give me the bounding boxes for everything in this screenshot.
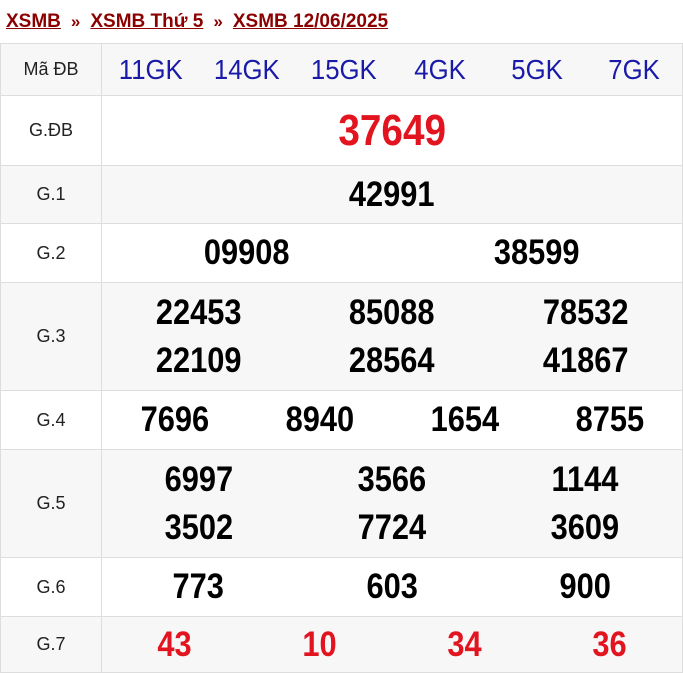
row-g7: G.7 43 10 34 36 bbox=[0, 616, 683, 673]
prize-number: 603 bbox=[366, 567, 418, 606]
prize-number: 7724 bbox=[357, 507, 427, 547]
row-label: G.5 bbox=[0, 449, 102, 558]
breadcrumb-xsmb[interactable]: XSMB bbox=[6, 10, 61, 32]
breadcrumb: XSMB » XSMB Thứ 5 » XSMB 12/06/2025 bbox=[0, 0, 683, 43]
breadcrumb-separator: » bbox=[213, 11, 223, 31]
prize-number: 85088 bbox=[349, 292, 435, 332]
row-label: G.ĐB bbox=[0, 95, 102, 166]
prize-number: 773 bbox=[172, 567, 225, 606]
results-table: Mã ĐB 11GK 14GK 15GK 4GK 5GK 7GK G.ĐB 37… bbox=[0, 43, 683, 673]
prize-number: 8940 bbox=[285, 400, 354, 439]
row-g5: G.5 6997 3566 1144 3502 7724 3609 bbox=[0, 449, 683, 558]
row-label: G.3 bbox=[0, 282, 102, 391]
prize-number: 1144 bbox=[551, 459, 619, 499]
prize-number: 7696 bbox=[140, 400, 209, 439]
prize-number: 36 bbox=[592, 624, 627, 664]
row-label: G.2 bbox=[0, 223, 102, 283]
code: 11GK bbox=[118, 53, 183, 85]
code: 14GK bbox=[214, 53, 280, 85]
row-label: G.6 bbox=[0, 557, 102, 617]
prize-number: 3609 bbox=[551, 507, 620, 547]
prize-number: 43 bbox=[157, 624, 192, 664]
row-label: G.7 bbox=[0, 616, 102, 673]
row-ma-db: Mã ĐB 11GK 14GK 15GK 4GK 5GK 7GK bbox=[0, 43, 683, 96]
row-label: Mã ĐB bbox=[0, 43, 102, 96]
prize-number: 1654 bbox=[430, 400, 499, 439]
code: 7GK bbox=[607, 53, 660, 85]
prize-number: 6997 bbox=[164, 459, 233, 499]
special-prize-number: 37649 bbox=[338, 105, 446, 155]
prize-number: 8755 bbox=[575, 400, 644, 439]
special-codes: 11GK 14GK 15GK 4GK 5GK 7GK bbox=[102, 54, 682, 86]
code: 5GK bbox=[511, 53, 563, 85]
row-g6: G.6 773 603 900 bbox=[0, 557, 683, 617]
row-label: G.4 bbox=[0, 390, 102, 450]
row-g1: G.1 42991 bbox=[0, 165, 683, 224]
row-g2: G.2 09908 38599 bbox=[0, 223, 683, 283]
code: 4GK bbox=[414, 53, 467, 85]
breadcrumb-separator: » bbox=[70, 11, 81, 31]
prize-number: 09908 bbox=[204, 233, 290, 272]
prize-number: 10 bbox=[302, 624, 337, 664]
prize-number: 3502 bbox=[164, 507, 233, 547]
row-g4: G.4 7696 8940 1654 8755 bbox=[0, 390, 683, 450]
prize-number: 28564 bbox=[349, 340, 435, 380]
prize-number: 22453 bbox=[155, 292, 242, 332]
prize-number: 42991 bbox=[349, 174, 435, 214]
prize-number: 78532 bbox=[542, 292, 629, 332]
prize-number: 34 bbox=[447, 624, 482, 664]
row-label: G.1 bbox=[0, 165, 102, 224]
code: 15GK bbox=[310, 53, 377, 85]
row-g-db: G.ĐB 37649 bbox=[0, 95, 683, 166]
prize-number: 38599 bbox=[494, 233, 580, 272]
prize-number: 900 bbox=[559, 567, 612, 606]
breadcrumb-xsmb-thu-5[interactable]: XSMB Thứ 5 bbox=[90, 10, 204, 32]
row-g3: G.3 22453 85088 78532 22109 28564 41867 bbox=[0, 282, 683, 391]
prize-number: 41867 bbox=[542, 340, 629, 380]
prize-number: 3566 bbox=[357, 459, 427, 499]
prize-number: 22109 bbox=[155, 340, 242, 380]
breadcrumb-xsmb-date[interactable]: XSMB 12/06/2025 bbox=[232, 10, 389, 32]
